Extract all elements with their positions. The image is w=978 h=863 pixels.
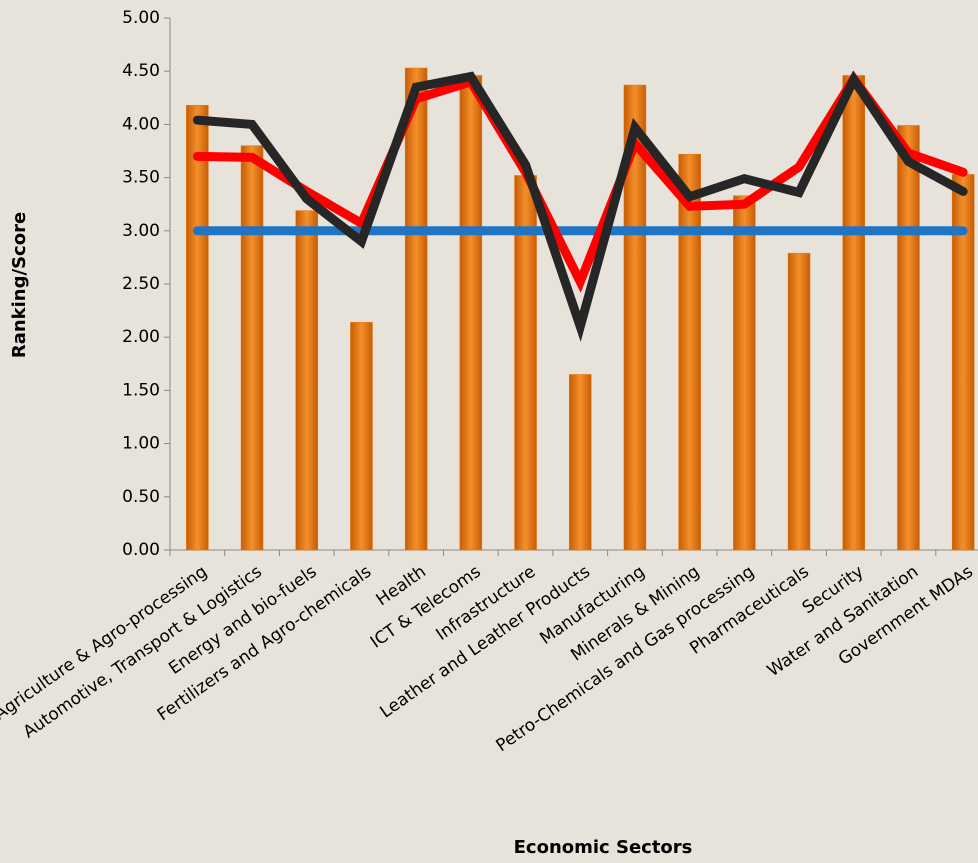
bar <box>186 104 209 551</box>
bar <box>678 153 701 551</box>
y-tick-label: 1.50 <box>122 380 160 400</box>
bar <box>459 75 483 551</box>
bar <box>569 374 592 551</box>
y-tick-label: 5.00 <box>122 8 160 28</box>
line <box>192 70 968 342</box>
bar <box>842 75 865 551</box>
y-axis-title: Ranking/Score <box>9 212 30 358</box>
x-axis-title: Economic Sectors <box>514 837 693 858</box>
y-tick-label: 0.50 <box>122 487 160 507</box>
y-tick-label: 4.00 <box>122 114 160 134</box>
bar <box>623 84 647 551</box>
y-tick-label: 1.00 <box>122 434 160 454</box>
y-tick-label: 2.50 <box>122 274 160 294</box>
y-tick-label: 3.50 <box>122 168 160 188</box>
bar <box>897 125 920 551</box>
y-tick-label: 3.00 <box>122 221 160 241</box>
bar <box>404 67 428 551</box>
y-tick-label: 2.00 <box>122 327 160 347</box>
bar <box>295 210 318 551</box>
bar <box>350 322 373 551</box>
y-tick-label: 4.50 <box>122 61 160 81</box>
bar <box>733 195 756 551</box>
bar <box>240 145 264 551</box>
bar <box>787 252 811 551</box>
y-tick-label: 0.00 <box>122 540 160 560</box>
